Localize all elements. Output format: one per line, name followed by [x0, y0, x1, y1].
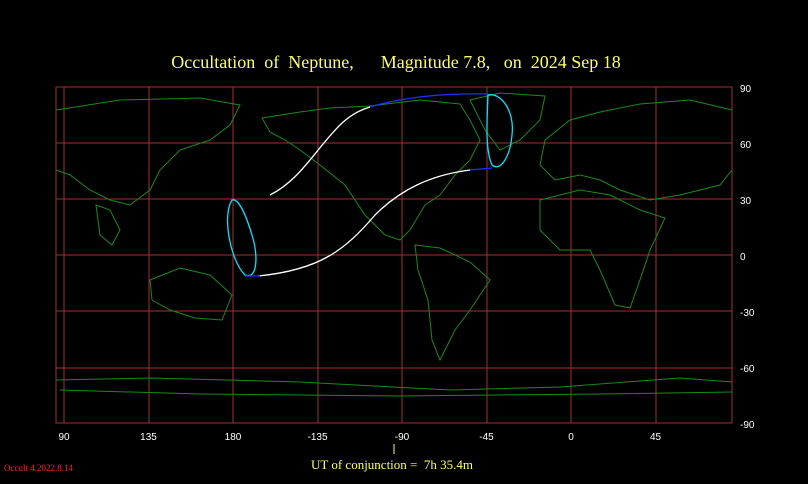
longitude-label: -90	[395, 432, 410, 443]
longitude-label: -135	[307, 432, 327, 443]
latitude-label: -60	[740, 364, 755, 375]
latitude-label: 0	[740, 252, 746, 263]
latitude-labels: 90 60 30 0 -30 -60 -90	[740, 84, 755, 431]
latitude-label: 60	[740, 140, 752, 151]
latitude-label: -30	[740, 308, 755, 319]
longitude-label: 90	[58, 432, 70, 443]
latitude-label: 30	[740, 196, 752, 207]
title: Occultation of Neptune, Magnitude 7.8, o…	[171, 52, 620, 72]
conjunction-text: UT of conjunction = 7h 35.4m	[311, 457, 473, 472]
occultation-paths	[226, 93, 513, 277]
longitude-label: 180	[225, 432, 242, 443]
coastlines	[55, 92, 733, 397]
version-text: Occult 4.2022.8.14	[4, 463, 73, 473]
longitude-label: 45	[650, 432, 662, 443]
longitude-label: -45	[479, 432, 494, 443]
longitude-labels: 90 135 180 -135 -90 -45 0 45	[58, 432, 661, 443]
longitude-label: 0	[568, 432, 574, 443]
longitude-label: 135	[140, 432, 157, 443]
latitude-label: 90	[740, 84, 752, 95]
latitude-label: -90	[740, 420, 755, 431]
